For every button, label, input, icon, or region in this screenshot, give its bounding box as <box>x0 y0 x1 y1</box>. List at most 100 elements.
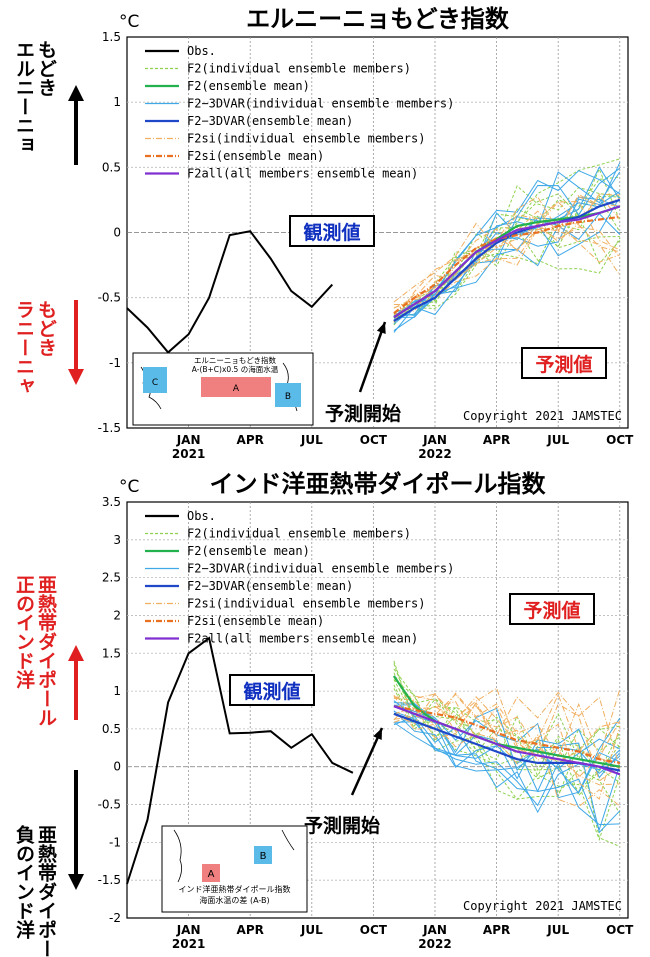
map-title: インド洋亜熱帯ダイポール指数 <box>179 884 291 894</box>
x-tick-label: OCT <box>606 923 634 937</box>
side-down-arrow-head <box>68 874 84 890</box>
side-down-label: もどき <box>35 300 57 357</box>
y-tick-label: -1.5 <box>98 873 121 887</box>
y-tick-label: -0.5 <box>98 291 121 305</box>
start-arrow <box>350 727 384 796</box>
legend-label: F2si(ensemble mean) <box>187 614 324 628</box>
legend-label: F2−3DVAR(ensemble mean) <box>187 114 353 128</box>
fcst-label-box <box>521 347 607 379</box>
y-tick-label: -1 <box>109 356 121 370</box>
fcst-label-box <box>509 593 595 625</box>
member-line <box>393 715 621 834</box>
x-tick-label: APR <box>483 923 510 937</box>
obs-line <box>126 636 354 885</box>
member-line <box>393 693 620 786</box>
y-tick-label: -2 <box>109 911 121 925</box>
map-box-c <box>143 367 167 393</box>
member-line <box>393 693 621 778</box>
legend-label: F2(individual ensemble members) <box>187 62 411 76</box>
member-line <box>393 695 621 782</box>
legend: Obs. F2(individual ensemble members) F2(en… <box>145 509 454 646</box>
series-mean-0 <box>392 675 621 768</box>
member-line <box>393 696 620 762</box>
year-label: 2022 <box>418 937 451 951</box>
member-line <box>393 711 621 814</box>
map-subtitle: A-(B+C)x0.5 の海面水温 <box>192 364 279 374</box>
x-tick-label: APR <box>237 923 264 937</box>
y-tick-label: -1.5 <box>98 421 121 435</box>
x-tick-label: JUL <box>546 433 569 447</box>
member-line <box>393 692 621 759</box>
y-tick-label: 1 <box>113 684 121 698</box>
y-tick-label: 2 <box>113 608 121 622</box>
legend-label: F2−3DVAR(individual ensemble members) <box>187 97 454 111</box>
y-tick-label: 0 <box>113 226 121 240</box>
start-arrow-head <box>376 322 386 334</box>
year-label: 2021 <box>172 447 205 461</box>
start-label: 予測開始 <box>304 814 380 837</box>
obs-label: 観測値 <box>243 680 300 703</box>
side-down-label: 負のインド洋 <box>13 824 35 940</box>
y-tick-label: 2.5 <box>102 571 121 585</box>
x-tick-label: JAN <box>176 433 201 447</box>
y-tick-label: 3.5 <box>102 495 121 509</box>
fcst-label: 予測値 <box>535 353 592 376</box>
x-tick-label: JAN <box>422 433 447 447</box>
start-arrow-head <box>373 728 382 740</box>
y-tick-label: 0.5 <box>102 160 121 174</box>
legend: Obs. F2(individual ensemble members) F2(en… <box>145 44 454 181</box>
series-mean-2 <box>393 215 620 315</box>
chart-title: エルニーニョもどき指数 <box>246 5 510 33</box>
y-tick-label: 0 <box>113 760 121 774</box>
member-line <box>393 193 620 303</box>
member-line <box>393 197 621 316</box>
map-box-label: B <box>260 851 267 862</box>
side-up-label: エルニーニョ <box>13 40 35 154</box>
obs-label: 観測値 <box>303 221 360 244</box>
coastline <box>281 829 295 851</box>
legend-label: F2all(all members ensemble mean) <box>187 632 418 646</box>
map-box-label: B <box>285 392 291 402</box>
year-label: 2022 <box>418 447 451 461</box>
y-tick-label: 3 <box>113 533 121 547</box>
y-tick-label: 1.5 <box>102 30 121 44</box>
map-box-label: A <box>208 869 215 880</box>
side-up-label: 亜熱帯ダイポール <box>35 575 57 727</box>
fcst-label: 予測値 <box>523 599 580 622</box>
chart-panel-0: エルニーニョもどき指数 °C JAN APR JUL OCT JAN APR JUL OCT 202… <box>98 5 635 461</box>
member-line <box>393 722 620 826</box>
member-line <box>393 701 621 800</box>
map-box-label: A <box>233 384 240 394</box>
map-box-a <box>202 864 220 882</box>
unit-label: °C <box>119 477 139 497</box>
coastline <box>173 829 182 883</box>
series-mean-2 <box>393 705 620 764</box>
side-down-arrow-head <box>68 369 84 385</box>
obs-label-box <box>289 215 375 247</box>
unit-label: °C <box>119 12 139 32</box>
member-line <box>393 185 620 325</box>
member-line <box>393 213 621 333</box>
chart-panel-1: インド洋亜熱帯ダイポール指数 °C JAN APR JUL OCT JAN APR JUL OCT… <box>98 470 635 951</box>
start-label-bg <box>302 812 398 838</box>
side-up-arrow-head <box>68 85 84 101</box>
x-tick-label: APR <box>483 433 510 447</box>
map-box-a <box>201 377 271 397</box>
member-line <box>393 215 620 324</box>
y-tick-label: -1 <box>109 835 121 849</box>
year-label: 2021 <box>172 937 205 951</box>
side-down-label: ラニーニャ <box>13 300 35 395</box>
map-subtitle: 海面水温の差 (A-B) <box>199 895 269 905</box>
member-line <box>393 694 621 808</box>
member-line <box>393 691 621 769</box>
side-up-label: もどき <box>35 40 57 97</box>
legend-label: Obs. <box>187 44 216 58</box>
x-tick-label: JUL <box>300 433 323 447</box>
x-tick-label: OCT <box>360 433 388 447</box>
y-tick-label: -0.5 <box>98 798 121 812</box>
map-box-b <box>275 383 301 407</box>
side-down-label: 亜熱帯ダイポール <box>35 825 57 957</box>
